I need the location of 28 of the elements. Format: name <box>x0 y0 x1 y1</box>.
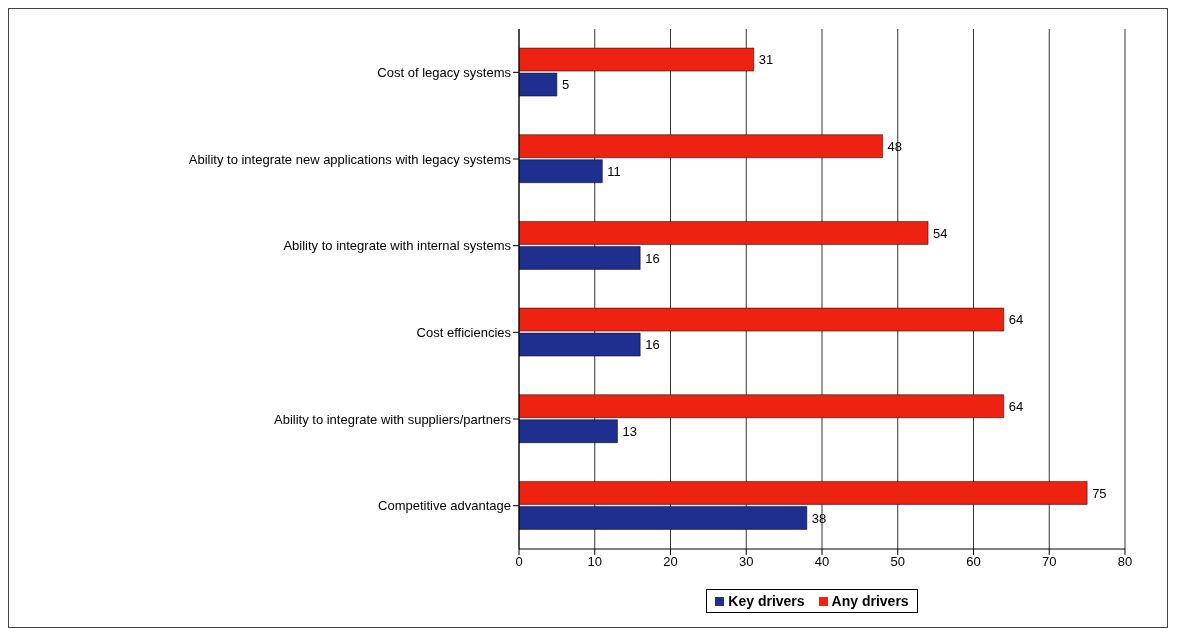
legend-label: Any drivers <box>830 593 909 609</box>
y-tick-label: Ability to integrate with internal systems <box>283 238 512 254</box>
y-tick-label: Competitive advantage <box>378 498 511 514</box>
x-tick-label: 30 <box>739 554 754 570</box>
data-label: 11 <box>607 163 621 179</box>
data-label: 38 <box>811 510 827 526</box>
data-label: 16 <box>645 250 660 266</box>
y-tick-label: Cost of legacy systems <box>377 64 512 80</box>
data-label: 16 <box>645 337 660 353</box>
x-tick-label: 40 <box>814 554 830 570</box>
x-tick-label: 70 <box>1042 554 1057 570</box>
data-label: 64 <box>1008 398 1024 414</box>
data-label: 54 <box>933 225 948 241</box>
y-tick-label: Ability to integrate new applications with legacy systems <box>188 151 512 167</box>
data-label: 75 <box>1092 485 1107 501</box>
data-label: 5 <box>561 77 570 93</box>
data-label: 31 <box>758 52 774 68</box>
x-tick-label: 10 <box>587 554 602 570</box>
x-tick-label: 50 <box>890 554 905 570</box>
x-tick-label: 20 <box>663 554 678 570</box>
y-tick-label: Ability to integrate with suppliers/partners <box>273 411 512 427</box>
data-label: 64 <box>1008 312 1024 328</box>
x-tick-label: 0 <box>515 554 523 570</box>
x-tick-label: 60 <box>966 554 981 570</box>
x-tick-label: 80 <box>1117 554 1133 570</box>
y-tick-label: Cost efficiencies <box>416 324 512 340</box>
data-label: 13 <box>622 423 637 439</box>
legend-label: Key drivers <box>727 593 805 609</box>
